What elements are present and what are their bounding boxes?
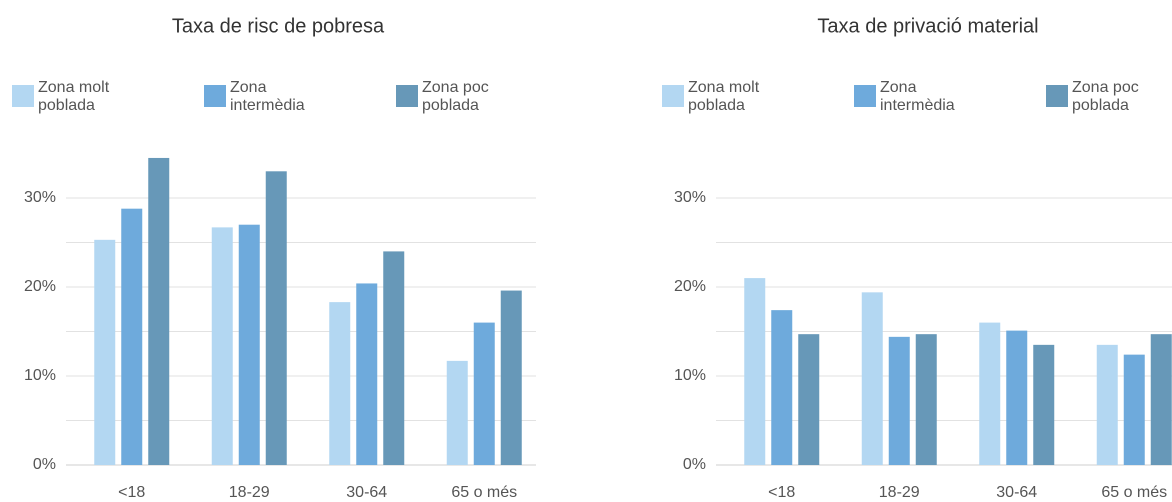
legend-item: Zona intermèdia (204, 79, 314, 115)
x-tick-label: <18 (768, 484, 795, 501)
x-tick-label: 18-29 (879, 484, 920, 501)
legend-swatch (12, 85, 34, 107)
bar (148, 157, 170, 465)
bar (329, 302, 351, 465)
bar (1096, 344, 1118, 465)
chart-title: Taxa de privació material (817, 15, 1038, 37)
bar (771, 310, 793, 465)
bar (915, 334, 937, 465)
bar (798, 334, 820, 465)
legend-item: Zona molt poblada (12, 79, 122, 115)
x-tick-label: 65 o més (451, 484, 517, 501)
y-tick-label: 10% (24, 367, 56, 384)
legend-label: Zona poc poblada (1072, 79, 1139, 114)
chart-title: Taxa de risc de pobresa (172, 15, 385, 37)
legend-item: Zona poc poblada (396, 79, 506, 115)
legend-label: Zona molt poblada (688, 79, 760, 114)
y-tick-label: 10% (674, 367, 706, 384)
legend-swatch (1046, 85, 1068, 107)
legend-swatch (854, 85, 876, 107)
legend-label: Zona molt poblada (38, 79, 110, 114)
legend-label: Zona poc poblada (422, 79, 489, 114)
y-tick-label: 20% (24, 278, 56, 295)
legend-item: Zona molt poblada (662, 79, 772, 115)
y-tick-label: 30% (24, 189, 56, 206)
y-tick-label: 0% (683, 456, 706, 473)
legend-swatch (662, 85, 684, 107)
x-tick-label: <18 (118, 484, 145, 501)
legend-item: Zona poc poblada (1046, 79, 1156, 115)
bar (979, 322, 1001, 465)
bar (383, 251, 405, 465)
bar (446, 360, 468, 465)
y-tick-label: 0% (33, 456, 56, 473)
bar (265, 171, 287, 466)
bar (94, 239, 116, 465)
bar (356, 283, 378, 465)
legend-label: Zona intermèdia (880, 79, 955, 114)
bar (473, 322, 495, 465)
y-tick-label: 20% (674, 278, 706, 295)
x-tick-label: 30-64 (346, 484, 387, 501)
legend-label: Zona intermèdia (230, 79, 305, 114)
legend-swatch (204, 85, 226, 107)
bar (861, 292, 883, 465)
bar (888, 336, 910, 465)
x-tick-label: 65 o més (1101, 484, 1167, 501)
bar (500, 290, 522, 465)
bar (121, 208, 143, 465)
bar (1123, 354, 1145, 465)
x-tick-label: 30-64 (996, 484, 1037, 501)
bar (744, 278, 766, 465)
y-tick-label: 30% (674, 189, 706, 206)
bar (1006, 330, 1028, 465)
x-tick-label: 18-29 (229, 484, 270, 501)
bar (211, 227, 233, 465)
legend-item: Zona intermèdia (854, 79, 964, 115)
legend-swatch (396, 85, 418, 107)
bar (1033, 344, 1055, 465)
bar (238, 224, 260, 465)
bar (1150, 334, 1172, 465)
